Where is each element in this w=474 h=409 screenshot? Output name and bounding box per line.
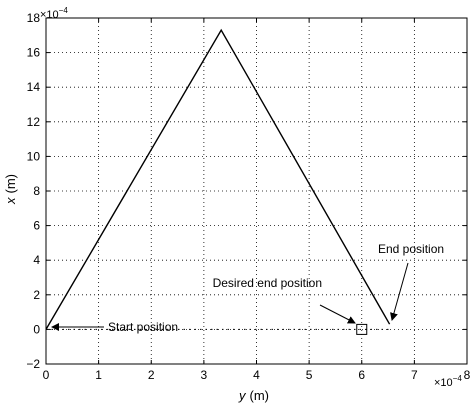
x-tick-label: 7 (411, 368, 418, 382)
x-axis-multiplier: ×10−4 (434, 374, 462, 389)
end-position-label: End position (378, 242, 444, 256)
y-tick-label: 16 (27, 46, 41, 60)
y-tick-labels: −2 0 2 4 6 8 10 12 14 16 18 (26, 11, 40, 371)
x-axis-variable: y (238, 388, 247, 403)
y-tick-label: 8 (33, 184, 40, 198)
x-tick-label: 5 (306, 368, 313, 382)
x-multiplier-base: ×10 (434, 377, 453, 389)
desired-end-label: Desired end position (213, 276, 322, 290)
trajectory-line (45, 28, 391, 330)
x-multiplier-exponent: −4 (453, 374, 463, 383)
y-tick-label: 12 (27, 115, 41, 129)
end-position-arrow (390, 262, 409, 321)
y-multiplier-base: ×10 (40, 9, 59, 21)
desired-end-annotation: Desired end position (213, 276, 356, 324)
y-tick-label: 10 (27, 149, 41, 163)
x-axis-unit: (m) (250, 388, 270, 403)
y-tick-label: 0 (33, 322, 40, 336)
x-axis-label: y (m) (238, 388, 269, 403)
y-tick-label: −2 (26, 357, 40, 371)
y-tick-label: 18 (27, 11, 41, 25)
axis-ticks (45, 17, 468, 365)
x-tick-label: 8 (464, 368, 471, 382)
desired-end-marker (356, 323, 368, 335)
y-axis-unit: (m) (3, 174, 18, 194)
end-position-annotation: End position (378, 242, 444, 321)
y-multiplier-exponent: −4 (59, 6, 69, 15)
y-tick-label: 2 (33, 288, 40, 302)
x-tick-label: 1 (95, 368, 102, 382)
start-position-label: Start position (108, 320, 178, 334)
x-tick-label: 2 (148, 368, 155, 382)
x-tick-labels: 0 1 2 3 4 5 6 7 8 (43, 368, 471, 382)
y-tick-label: 6 (33, 219, 40, 233)
grid-lines (46, 18, 467, 364)
y-axis-variable: x (3, 197, 18, 205)
x-tick-label: 6 (358, 368, 365, 382)
x-tick-label: 0 (43, 368, 50, 382)
x-tick-label: 4 (253, 368, 260, 382)
y-tick-label: 14 (27, 80, 41, 94)
x-tick-label: 3 (201, 368, 208, 382)
start-position-annotation: Start position (51, 320, 178, 334)
y-axis-label: x (m) (3, 174, 18, 205)
desired-end-arrow (319, 304, 356, 324)
y-axis-multiplier: ×10−4 (40, 6, 68, 21)
y-tick-label: 4 (33, 253, 40, 267)
